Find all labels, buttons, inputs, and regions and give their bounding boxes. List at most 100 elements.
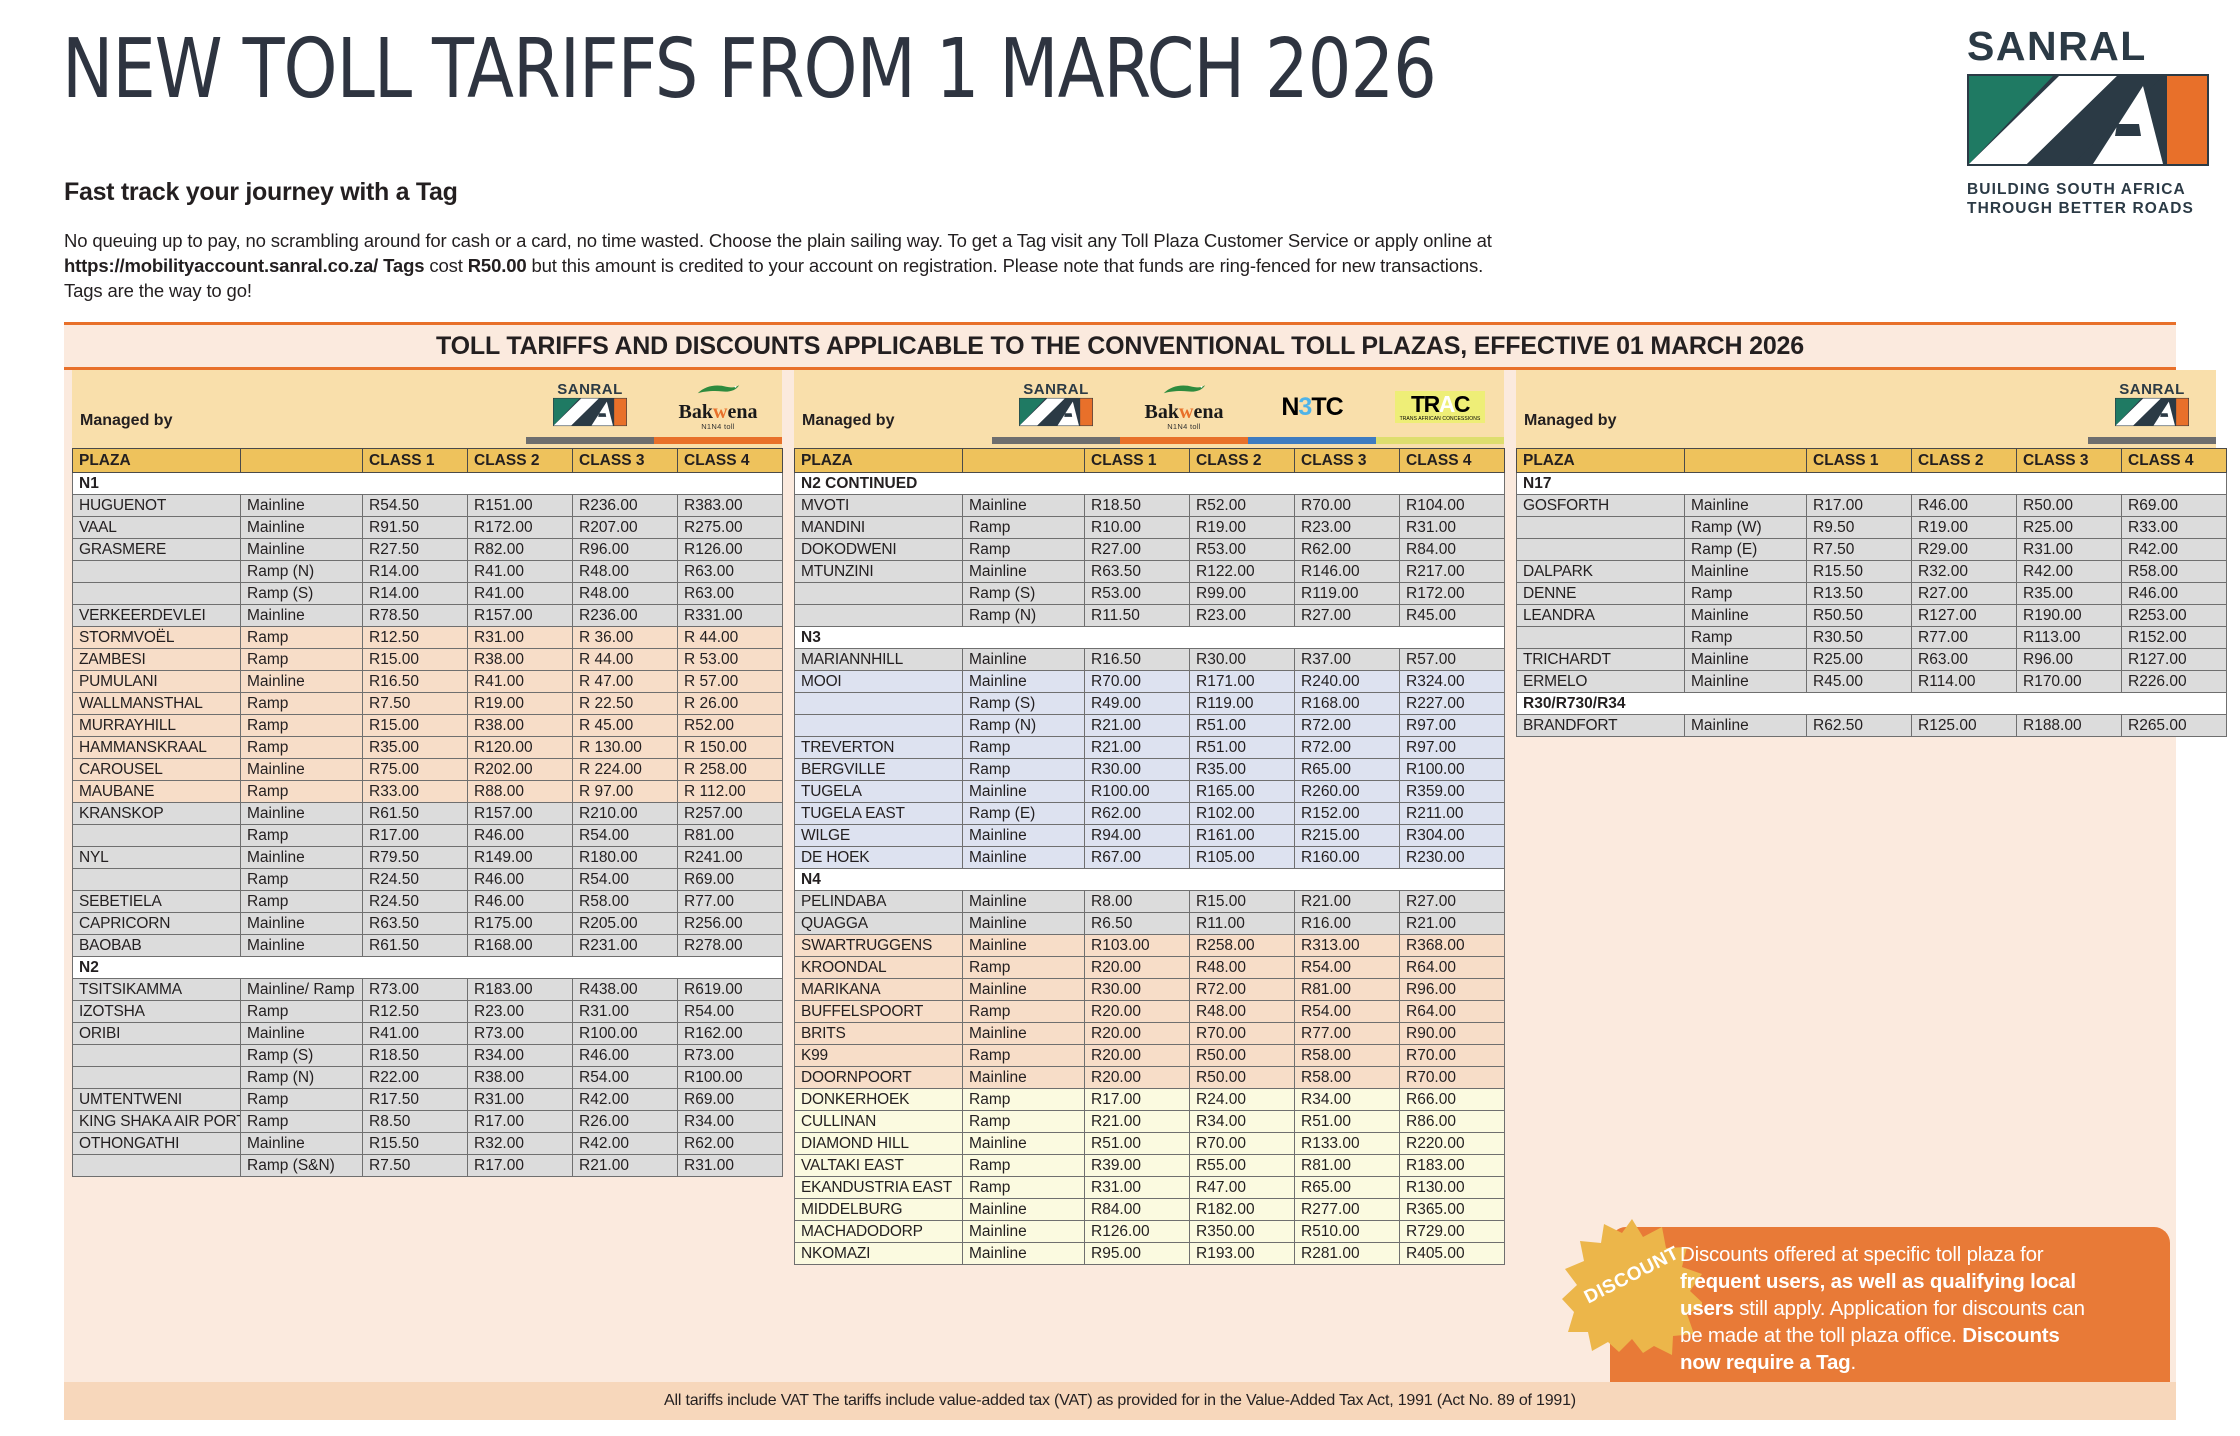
cell-plaza: BERGVILLE bbox=[794, 758, 963, 781]
table-row: HUGUENOT Mainline R54.50 R151.00 R236.00 R383… bbox=[72, 494, 783, 517]
cell-type: Mainline bbox=[962, 890, 1085, 913]
route-heading-row: R30/R730/R34 bbox=[1516, 692, 2227, 715]
cell-class-4: R86.00 bbox=[1399, 1110, 1505, 1133]
cell-class-3: R210.00 bbox=[572, 802, 678, 825]
cell-class-2: R31.00 bbox=[467, 626, 573, 649]
cell-plaza: MOOI bbox=[794, 670, 963, 693]
cell-type: Mainline bbox=[240, 758, 363, 781]
route-label: N1 bbox=[72, 472, 783, 495]
table-row: GRASMERE Mainline R27.50 R82.00 R96.00 R126.0… bbox=[72, 538, 783, 561]
cell-class-1: R20.00 bbox=[1084, 1066, 1190, 1089]
table-row: TUGELA Mainline R100.00 R165.00 R260.00 R359.… bbox=[794, 780, 1505, 803]
cell-type: Ramp bbox=[962, 1000, 1085, 1023]
cell-class-2: R53.00 bbox=[1189, 538, 1295, 561]
table-row: Ramp R24.50 R46.00 R54.00 R69.00 bbox=[72, 868, 783, 891]
cell-class-4: R31.00 bbox=[677, 1154, 783, 1177]
subheading: Fast track your journey with a Tag bbox=[64, 178, 458, 206]
cell-type: Ramp bbox=[240, 736, 363, 759]
cell-class-1: R63.50 bbox=[1084, 560, 1190, 583]
cell-class-4: R126.00 bbox=[677, 538, 783, 561]
cell-class-2: R350.00 bbox=[1189, 1220, 1295, 1243]
discount-bold-2: Discounts now require a Tag bbox=[1680, 1324, 2060, 1374]
cell-plaza: OTHONGATHI bbox=[72, 1132, 241, 1155]
cell-class-4: R 258.00 bbox=[677, 758, 783, 781]
operator-logo-sanral: SANRAL bbox=[526, 380, 654, 444]
table-row: TUGELA EAST Ramp (E) R62.00 R102.00 R152.00 R… bbox=[794, 802, 1505, 825]
cell-class-3: R205.00 bbox=[572, 912, 678, 935]
cell-class-4: R368.00 bbox=[1399, 934, 1505, 957]
cell-class-2: R29.00 bbox=[1911, 538, 2017, 561]
cell-class-4: R217.00 bbox=[1399, 560, 1505, 583]
intro-line-2-rest: but this amount is credited to your acco… bbox=[531, 255, 1484, 276]
cell-type: Ramp bbox=[240, 626, 363, 649]
cell-class-3: R50.00 bbox=[2016, 494, 2122, 517]
cell-plaza: MARIANNHILL bbox=[794, 648, 963, 671]
operator-logo-bakwena: Bakwena N1N4 toll bbox=[654, 380, 782, 444]
column-header-class-3: CLASS 3 bbox=[1294, 448, 1400, 473]
cell-class-2: R48.00 bbox=[1189, 1000, 1295, 1023]
cell-plaza: TRICHARDT bbox=[1516, 648, 1685, 671]
cell-class-3: R31.00 bbox=[2016, 538, 2122, 561]
cell-class-1: R12.50 bbox=[362, 1000, 468, 1023]
trac-logo-icon: TRAC TRANS AFRICAN CONCESSIONS bbox=[1394, 380, 1486, 434]
cell-class-3: R31.00 bbox=[572, 1000, 678, 1023]
cell-class-3: R 224.00 bbox=[572, 758, 678, 781]
cell-plaza: GRASMERE bbox=[72, 538, 241, 561]
table-row: MACHADODORP Mainline R126.00 R350.00 R510.00… bbox=[794, 1220, 1505, 1243]
managed-by-strip-3: Managed by SANRAL bbox=[1516, 370, 2216, 448]
cell-class-3: R81.00 bbox=[1294, 1154, 1400, 1177]
tariff-column-1: Managed by SANRAL Bakwena N1N4 toll PLAZA C… bbox=[72, 370, 783, 1265]
cell-plaza: UMTENTWENI bbox=[72, 1088, 241, 1111]
table-row: PUMULANI Mainline R16.50 R41.00 R 47.00 R 57.… bbox=[72, 670, 783, 693]
sanral-logo-mark bbox=[1967, 74, 2209, 166]
intro-line-1: No queuing up to pay, no scrambling arou… bbox=[64, 230, 1492, 251]
cell-class-1: R33.00 bbox=[362, 780, 468, 803]
cell-class-2: R70.00 bbox=[1189, 1022, 1295, 1045]
cell-type: Ramp bbox=[240, 1088, 363, 1111]
table-header-row: PLAZA CLASS 1 CLASS 2 CLASS 3 CLASS 4 bbox=[72, 448, 783, 473]
cell-class-3: R152.00 bbox=[1294, 802, 1400, 825]
cell-class-4: R77.00 bbox=[677, 890, 783, 913]
intro-url[interactable]: https://mobilityaccount.sanral.co.za/ bbox=[64, 255, 379, 276]
cell-class-2: R23.00 bbox=[1189, 604, 1295, 627]
intro-line-3: Tags are the way to go! bbox=[64, 280, 252, 301]
cell-type: Mainline bbox=[962, 648, 1085, 671]
cell-class-4: R27.00 bbox=[1399, 890, 1505, 913]
table-row: Ramp (S) R14.00 R41.00 R48.00 R63.00 bbox=[72, 582, 783, 605]
intro-tags-word: Tags bbox=[383, 255, 425, 276]
table-row: VAAL Mainline R91.50 R172.00 R207.00 R275.00 bbox=[72, 516, 783, 539]
cell-type: Mainline bbox=[962, 1242, 1085, 1265]
cell-class-1: R14.00 bbox=[362, 582, 468, 605]
cell-class-2: R46.00 bbox=[467, 868, 573, 891]
cell-plaza: MURRAYHILL bbox=[72, 714, 241, 737]
cell-class-1: R15.50 bbox=[362, 1132, 468, 1155]
cell-class-4: R33.00 bbox=[2121, 516, 2227, 539]
cell-plaza: PELINDABA bbox=[794, 890, 963, 913]
cell-class-3: R277.00 bbox=[1294, 1198, 1400, 1221]
cell-plaza: SEBETIELA bbox=[72, 890, 241, 913]
cell-class-1: R20.00 bbox=[1084, 1000, 1190, 1023]
cell-plaza bbox=[1516, 516, 1685, 539]
cell-class-3: R100.00 bbox=[572, 1022, 678, 1045]
cell-class-3: R65.00 bbox=[1294, 1176, 1400, 1199]
route-label: N4 bbox=[794, 868, 1505, 891]
cell-class-1: R35.00 bbox=[362, 736, 468, 759]
cell-class-4: R 26.00 bbox=[677, 692, 783, 715]
table-row: ERMELO Mainline R45.00 R114.00 R170.00 R226.0… bbox=[1516, 670, 2227, 693]
cell-plaza: VALTAKI EAST bbox=[794, 1154, 963, 1177]
cell-class-3: R72.00 bbox=[1294, 736, 1400, 759]
cell-plaza: CAPRICORN bbox=[72, 912, 241, 935]
cell-type: Ramp (N) bbox=[962, 714, 1085, 737]
cell-class-1: R78.50 bbox=[362, 604, 468, 627]
sanral-logo-icon: SANRAL bbox=[1019, 380, 1093, 434]
cell-class-2: R15.00 bbox=[1189, 890, 1295, 913]
table-row: STORMVOËL Ramp R12.50 R31.00 R 36.00 R 44.00 bbox=[72, 626, 783, 649]
table-row: DOKODWENI Ramp R27.00 R53.00 R62.00 R84.00 bbox=[794, 538, 1505, 561]
cell-class-4: R405.00 bbox=[1399, 1242, 1505, 1265]
cell-class-3: R190.00 bbox=[2016, 604, 2122, 627]
cell-type: Ramp bbox=[240, 868, 363, 891]
table-row: DENNE Ramp R13.50 R27.00 R35.00 R46.00 bbox=[1516, 582, 2227, 605]
cell-class-3: R70.00 bbox=[1294, 494, 1400, 517]
cell-type: Mainline bbox=[962, 494, 1085, 517]
cell-class-4: R365.00 bbox=[1399, 1198, 1505, 1221]
